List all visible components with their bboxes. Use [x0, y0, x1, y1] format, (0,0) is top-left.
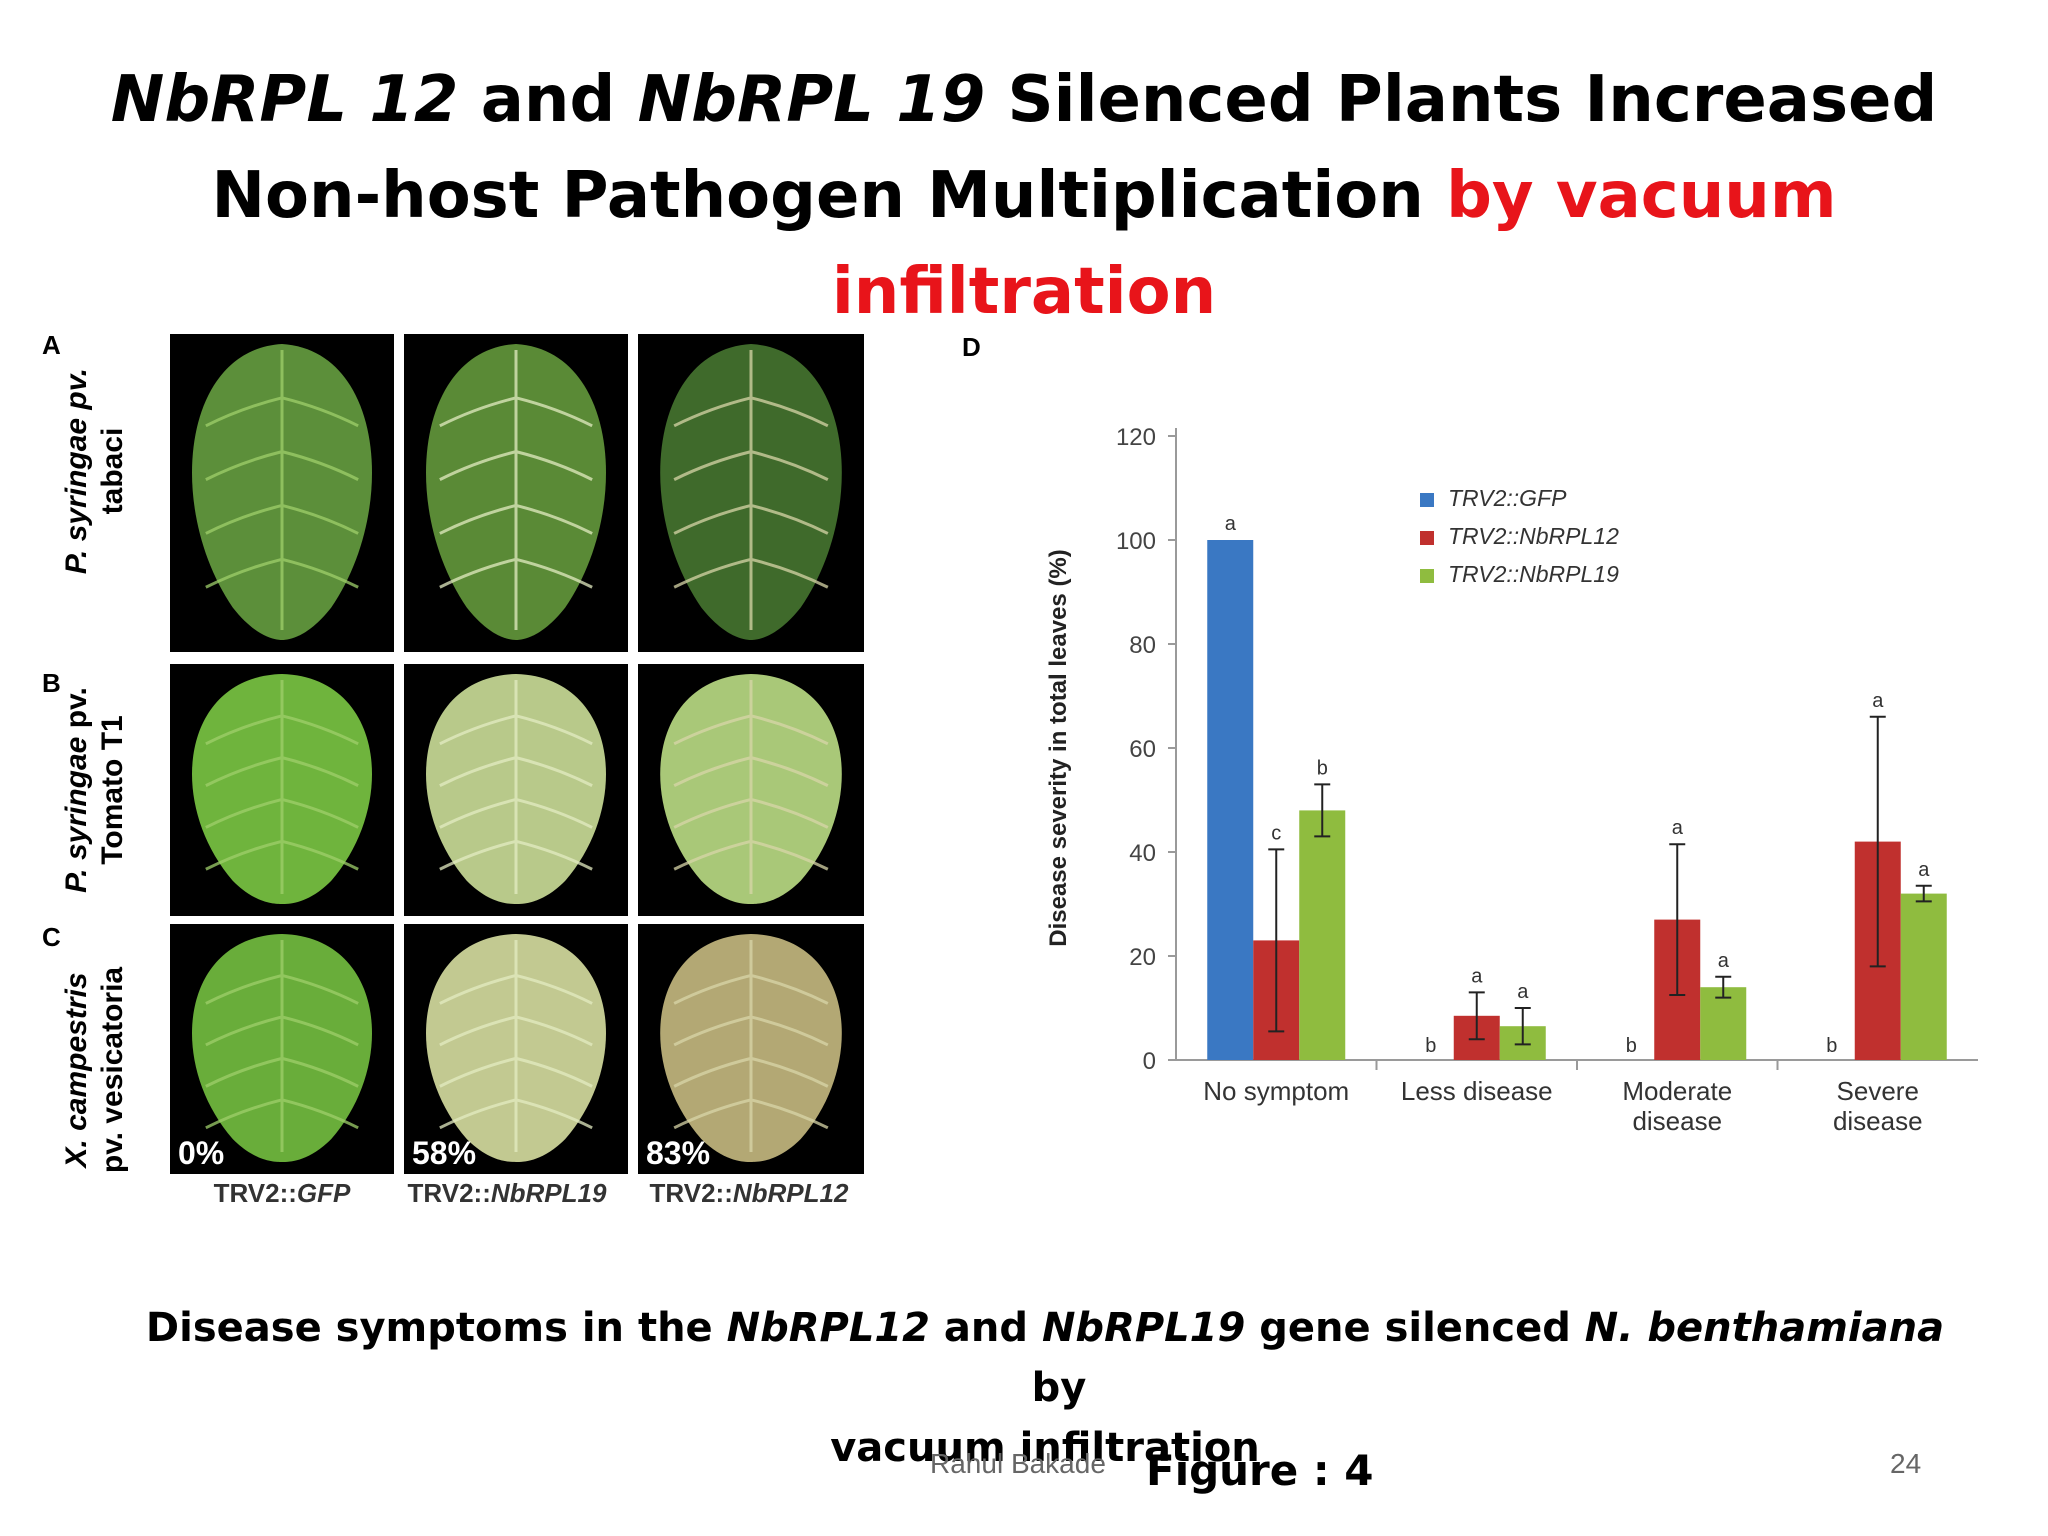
significance-letter: a	[1918, 859, 1930, 881]
disease-percentage-rpl12: 83%	[646, 1135, 711, 1171]
title-line-3: infiltration	[0, 244, 2048, 340]
x-tick-label: No symptom	[1203, 1076, 1349, 1106]
y-tick-label: 0	[1143, 1048, 1156, 1075]
row-label-vesicatoria: X. campestris pv. vesicatoria	[59, 931, 135, 1209]
title-highlight-1: by vacuum	[1446, 159, 1837, 233]
significance-letter: c	[1271, 822, 1281, 844]
title-gene-2: NbRPL 19	[637, 63, 986, 137]
panel-letter-c: C	[42, 922, 61, 952]
title-rest-1: Silenced Plants Increased	[985, 63, 1938, 137]
row-label-tomato-pv: pv.	[60, 687, 93, 737]
leaf-photo-vesicatoria-gfp: 0%	[170, 924, 394, 1174]
title-line-2: Non-host Pathogen Multiplication by vacu…	[0, 148, 2048, 244]
y-tick-label: 40	[1129, 840, 1156, 867]
caption-line-1: Disease symptoms in the NbRPL12 and NbRP…	[140, 1298, 1950, 1418]
leaf-photo-vesicatoria-rpl19: 58%	[404, 924, 628, 1174]
significance-letter: a	[1225, 513, 1237, 535]
author-name: Rahul Bakade	[930, 1448, 1106, 1479]
y-tick-label: 80	[1129, 632, 1156, 659]
significance-letter: b	[1425, 1035, 1436, 1057]
caption-gene-1: NbRPL12	[726, 1305, 930, 1351]
leaf-photo-tomato-rpl19	[404, 664, 628, 916]
significance-letter: a	[1672, 817, 1684, 839]
bar	[1700, 987, 1747, 1060]
panel-letter-a: A	[42, 330, 61, 360]
legend-swatch	[1420, 531, 1434, 545]
y-tick-label: 120	[1116, 424, 1156, 451]
figure-caption: Disease symptoms in the NbRPL12 and NbRP…	[140, 1298, 1950, 1478]
leaf-photo-tabaci-gfp	[170, 334, 394, 652]
bar	[1900, 893, 1947, 1060]
column-label-rpl19: TRV2::NbRPL19	[392, 1178, 622, 1209]
legend-label: TRV2::NbRPL19	[1448, 561, 1619, 587]
row-label-tomato-species: P. syringae	[60, 736, 93, 893]
figure-label: Figure : 4	[1146, 1446, 1374, 1495]
legend-swatch	[1420, 493, 1434, 507]
y-tick-label: 100	[1116, 528, 1156, 555]
legend-label: TRV2::NbRPL12	[1448, 523, 1619, 549]
title-gene-1: NbRPL 12	[110, 63, 459, 137]
caption-line-2: vacuum infiltration	[830, 1425, 1260, 1471]
leaf-photo-vesicatoria-rpl12: 83%	[638, 924, 864, 1174]
column-label-rpl19-gene: NbRPL19	[490, 1178, 607, 1208]
column-label-gfp-gene: GFP	[296, 1178, 351, 1208]
row-label-tomato-line2: Tomato T1	[96, 715, 129, 865]
row-label-tabaci-line1: P. syringae pv.	[60, 367, 93, 575]
column-label-rpl19-prefix: TRV2::	[407, 1178, 491, 1208]
significance-letter: a	[1517, 981, 1529, 1003]
column-label-rpl12-gene: NbRPL12	[732, 1178, 849, 1208]
row-label-vesicatoria-line1: X. campestris	[60, 972, 93, 1168]
row-label-tomato: P. syringae pv. Tomato T1	[59, 666, 135, 914]
panel-letter-b: B	[42, 668, 61, 698]
leaf-photo-tomato-rpl12	[638, 664, 864, 916]
column-label-rpl12: TRV2::NbRPL12	[634, 1178, 864, 1209]
leaf-photo-tabaci-rpl12	[638, 334, 864, 652]
title-line-1: NbRPL 12 and NbRPL 19 Silenced Plants In…	[0, 52, 2048, 148]
slide-title: NbRPL 12 and NbRPL 19 Silenced Plants In…	[0, 52, 2048, 340]
column-label-gfp-prefix: TRV2::	[213, 1178, 297, 1208]
y-axis-label: Disease severity in total leaves (%)	[1045, 549, 1072, 947]
caption-text-2: and	[930, 1305, 1042, 1351]
disease-percentage-gfp: 0%	[178, 1135, 225, 1171]
y-tick-label: 20	[1129, 944, 1156, 971]
caption-text-4: by	[1003, 1365, 1087, 1411]
column-label-rpl12-prefix: TRV2::	[649, 1178, 733, 1208]
caption-species: N. benthamiana	[1584, 1305, 1945, 1351]
significance-letter: a	[1872, 690, 1884, 712]
row-label-tabaci-line2: tabaci	[96, 427, 129, 515]
title-highlight-2: infiltration	[831, 255, 1217, 329]
legend-swatch	[1420, 569, 1434, 583]
x-tick-label: Moderate	[1622, 1076, 1732, 1106]
y-tick-label: 60	[1129, 736, 1156, 763]
title-and: and	[458, 63, 638, 137]
bar	[1207, 540, 1254, 1060]
legend-label: TRV2::GFP	[1448, 485, 1567, 511]
significance-letter: a	[1718, 950, 1730, 972]
disease-percentage-rpl19: 58%	[412, 1135, 477, 1171]
caption-text-3: gene silenced	[1245, 1305, 1585, 1351]
caption-text-1: Disease symptoms in the	[145, 1305, 727, 1351]
page-number: 24	[1890, 1448, 1922, 1479]
significance-letter: b	[1317, 757, 1328, 779]
x-tick-label: disease	[1833, 1106, 1923, 1136]
x-tick-label: Severe	[1837, 1076, 1919, 1106]
row-label-vesicatoria-line2: pv. vesicatoria	[96, 966, 129, 1174]
significance-letter: b	[1626, 1035, 1637, 1057]
leaf-photo-tomato-gfp	[170, 664, 394, 916]
column-label-gfp: TRV2::GFP	[172, 1178, 392, 1209]
x-tick-label: disease	[1632, 1106, 1722, 1136]
x-tick-label: Less disease	[1401, 1076, 1553, 1106]
panel-letter-d: D	[962, 332, 981, 362]
title-rest-2: Non-host Pathogen Multiplication	[211, 159, 1447, 233]
leaf-photo-tabaci-rpl19	[404, 334, 628, 652]
significance-letter: b	[1826, 1035, 1837, 1057]
disease-severity-chart: 0 20 40 60 80 100 120 Disease severity in total…	[1045, 424, 1978, 1136]
caption-gene-2: NbRPL19	[1041, 1305, 1246, 1351]
significance-letter: a	[1471, 965, 1483, 987]
bar	[1299, 810, 1346, 1060]
row-label-tabaci: P. syringae pv. tabaci	[59, 351, 135, 591]
